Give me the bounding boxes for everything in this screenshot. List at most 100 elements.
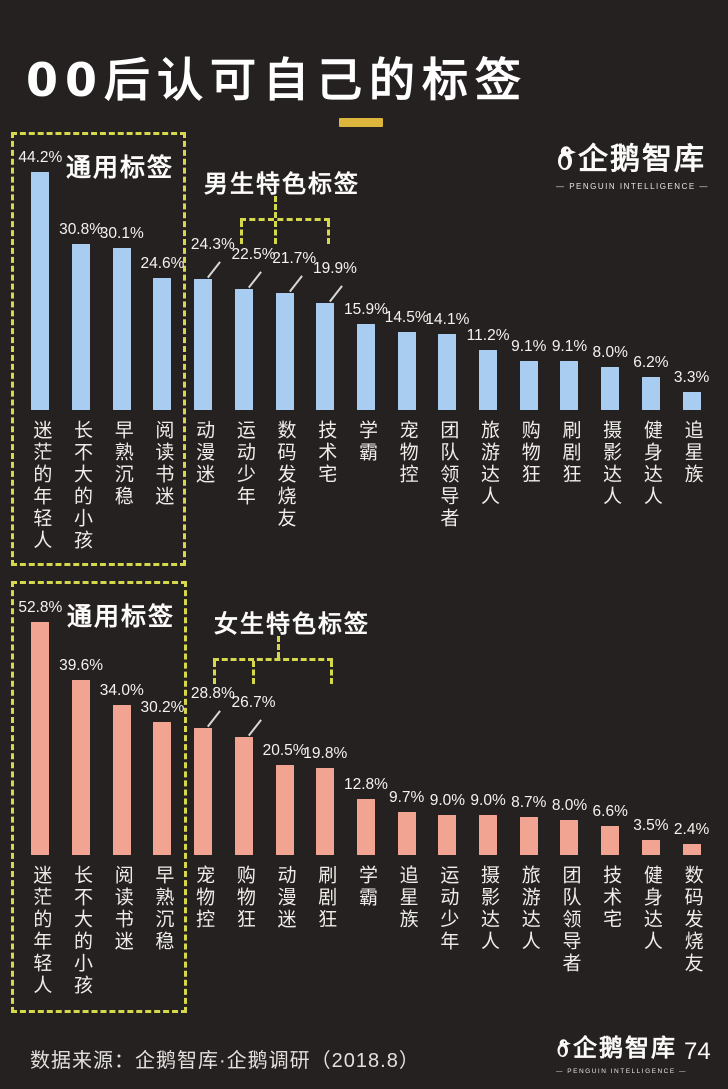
bar-value-label: 9.1% (511, 338, 547, 355)
page-number: 74 (684, 1038, 711, 1065)
bar-category-label: 运动少年 (437, 865, 459, 953)
bar-value-label: 6.6% (592, 803, 628, 820)
bar (72, 680, 91, 855)
bar-category-label: 动漫迷 (274, 865, 296, 931)
bar-value-label: 24.6% (140, 255, 185, 272)
bar-category-label: 刷剧狂 (315, 865, 337, 931)
bar (519, 361, 538, 410)
bar-category-label: 长不大的小孩 (71, 865, 93, 997)
bar-column: 14.1% 团队领导者 (425, 172, 470, 568)
bar-value-label: 19.9% (312, 260, 357, 277)
bar-value-label: 14.1% (425, 311, 470, 328)
bar-column: 8.0% 团队领导者 (549, 622, 590, 1014)
bar-column: 30.8% 长不大的小孩 (59, 172, 104, 568)
boys-feature-label: 男生特色标签 (204, 171, 360, 198)
bar-category-label: 学霸 (355, 420, 377, 464)
bar-category-label: 购物狂 (518, 420, 540, 486)
bar-column: 19.8% 刷剧狂 (303, 622, 347, 1014)
bar-category-label: 追星族 (681, 420, 703, 486)
girls-feature-label: 女生特色标签 (214, 611, 370, 638)
bar-category-label: 摄影达人 (478, 865, 500, 953)
general-labels-box-girls: 通用标签 (11, 581, 187, 1013)
bar-value-label: 30.1% (99, 225, 144, 242)
bar (316, 768, 335, 855)
bar-column: 11.2% 旅游达人 (467, 172, 510, 568)
bar (234, 737, 253, 855)
bar-category-label: 早熟沉稳 (111, 420, 133, 508)
bar-value-label: 8.0% (551, 797, 588, 814)
bar-category-label: 技术宅 (600, 865, 622, 931)
bar-category-label: 健身达人 (640, 420, 662, 508)
bar-column: 9.7% 追星族 (386, 622, 427, 1014)
bar (234, 289, 253, 410)
bar-column: 2.4% 数码发烧友 (671, 622, 712, 1014)
bar-category-label: 追星族 (396, 865, 418, 931)
bar-column: 3.3% 追星族 (671, 172, 712, 568)
logo-text-cn: 企鹅智库 (578, 143, 706, 176)
bar-column: 14.5% 宠物控 (385, 172, 429, 568)
bar (479, 815, 498, 855)
bar (275, 765, 294, 855)
bar-category-label: 购物狂 (233, 865, 255, 931)
bar (356, 799, 375, 855)
bar-column: 24.6% 阅读书迷 (140, 172, 185, 568)
bar-value-label: 39.6% (59, 657, 104, 674)
logo-text-cn: 企鹅智库 (573, 1035, 677, 1062)
bar-column: 12.8% 学霸 (344, 622, 388, 1014)
bar-category-label: 长不大的小孩 (71, 420, 93, 552)
bar-category-label: 早熟沉稳 (152, 865, 174, 953)
leader-line (247, 719, 262, 737)
penguin-intelligence-logo-footer: 企鹅智库 — PENGUIN INTELLIGENCE — (556, 1028, 687, 1075)
bar-column: 22.5% 运动少年 (224, 172, 276, 568)
bar-category-label: 技术宅 (315, 420, 337, 486)
bar-value-label: 34.0% (99, 682, 144, 699)
bar (112, 248, 131, 410)
bar-value-label: 3.5% (633, 817, 669, 834)
page-title: 00后认可自己的标签 (26, 53, 529, 107)
leader-line (288, 275, 303, 293)
boys-feature-bracket (240, 196, 330, 244)
bar-category-label: 运动少年 (233, 420, 255, 508)
bar (356, 324, 375, 410)
bar (112, 705, 131, 855)
logo-text-en: — PENGUIN INTELLIGENCE — (556, 1068, 687, 1075)
bar-value-label: 8.0% (592, 344, 628, 361)
bar (397, 812, 416, 855)
bar-value-label: 28.8% (190, 685, 235, 702)
general-labels-title: 通用标签 (66, 603, 175, 631)
bar-column: 19.9% 技术宅 (305, 172, 357, 568)
bar (641, 377, 660, 410)
leader-line (329, 285, 344, 303)
girls-feature-bracket (213, 636, 333, 685)
general-labels-title: 通用标签 (65, 154, 174, 182)
leader-line (207, 261, 222, 279)
bar-category-label: 阅读书迷 (152, 420, 174, 508)
bar-value-label: 3.3% (673, 369, 710, 386)
bar-category-label: 宠物控 (193, 865, 215, 931)
bar-column: 20.5% 动漫迷 (263, 622, 307, 1014)
bar-category-label: 健身达人 (640, 865, 662, 953)
bar-value-label: 9.1% (551, 338, 588, 355)
bar (72, 244, 91, 410)
bar-column: 28.8% 宠物控 (183, 622, 235, 1014)
leader-line (207, 710, 222, 728)
bar-value-label: 30.8% (59, 221, 104, 238)
bar-value-label: 26.7% (231, 694, 276, 711)
general-labels-box-boys: 通用标签 (11, 132, 186, 566)
bar-category-label: 旅游达人 (478, 420, 500, 508)
bar-column: 15.9% 学霸 (344, 172, 388, 568)
bar (438, 815, 457, 855)
bar (682, 392, 701, 410)
bar-column: 26.7% 购物狂 (224, 622, 276, 1014)
bar-category-label: 摄影达人 (600, 420, 622, 508)
bar-column: 6.2% 健身达人 (631, 172, 672, 568)
bar-value-label: 6.2% (633, 354, 669, 371)
bar-category-label: 刷剧狂 (559, 420, 581, 486)
bar-column: 8.0% 摄影达人 (590, 172, 631, 568)
penguin-icon (556, 1037, 571, 1065)
bar-category-label: 迷茫的年轻人 (30, 865, 52, 997)
bar (194, 279, 213, 410)
bar (275, 293, 294, 410)
bar-column: 30.2% 早熟沉稳 (140, 622, 185, 1014)
bar-value-label: 30.2% (140, 699, 185, 716)
